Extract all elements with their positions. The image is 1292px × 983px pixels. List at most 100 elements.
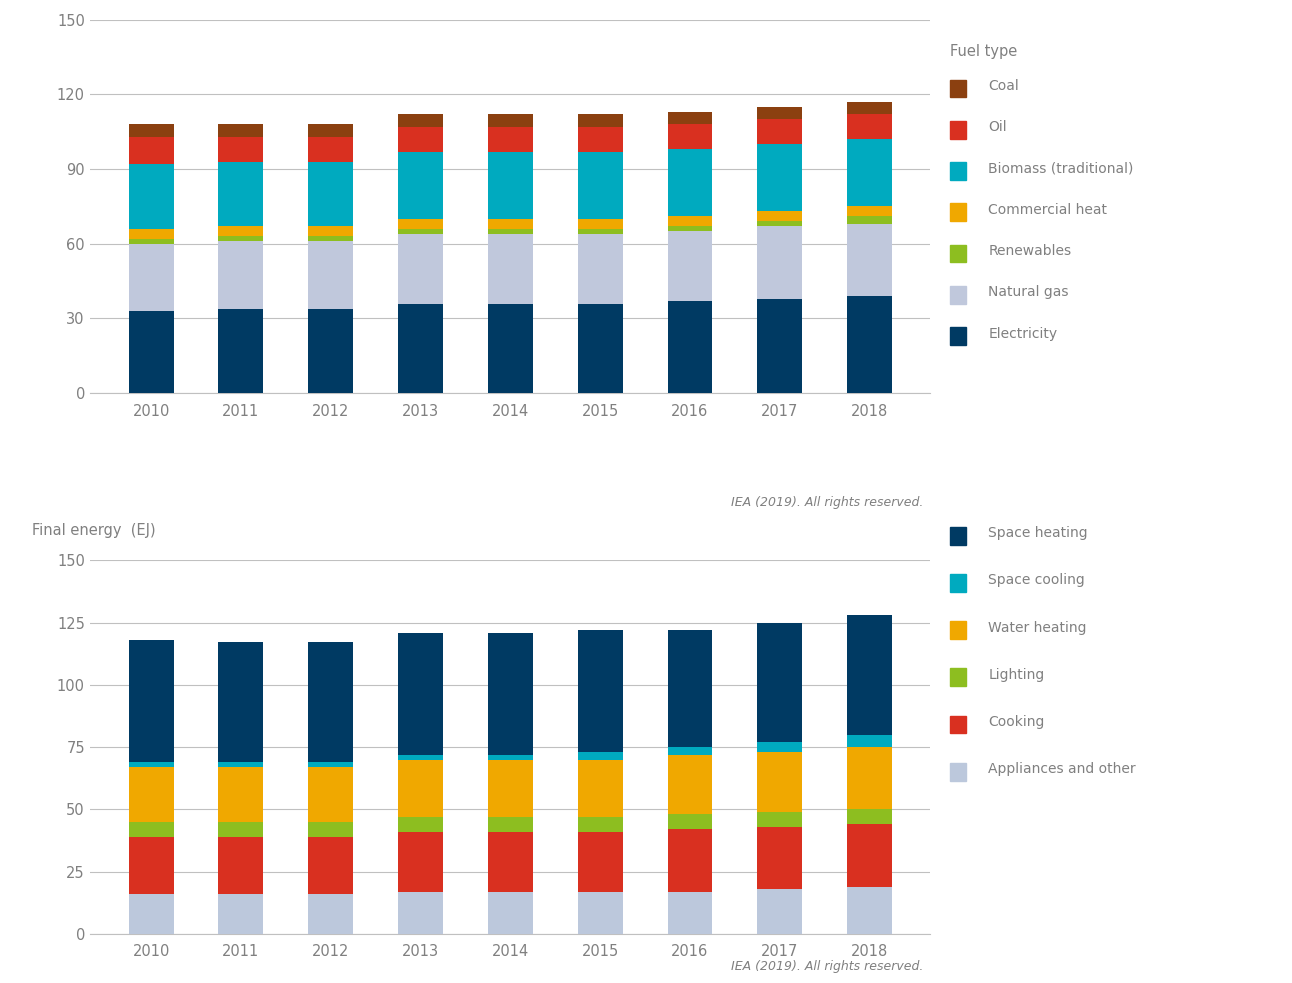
Bar	[848, 809, 891, 825]
Bar	[218, 226, 264, 236]
Bar	[488, 755, 532, 760]
Bar	[398, 755, 443, 760]
Bar	[488, 892, 532, 934]
Bar	[398, 304, 443, 393]
Bar	[578, 760, 623, 817]
Bar	[757, 211, 802, 221]
Bar	[309, 236, 353, 241]
Bar	[129, 762, 173, 767]
Text: Commercial heat: Commercial heat	[988, 202, 1107, 217]
Bar	[129, 229, 173, 239]
Bar	[129, 822, 173, 837]
Text: Space heating: Space heating	[988, 526, 1088, 541]
Bar	[848, 887, 891, 934]
Bar	[668, 124, 712, 149]
Bar	[218, 241, 264, 309]
Bar	[578, 127, 623, 151]
Bar	[309, 643, 353, 762]
Bar	[757, 221, 802, 226]
Bar	[488, 127, 532, 151]
Bar	[668, 747, 712, 755]
Bar	[398, 832, 443, 892]
Bar	[757, 299, 802, 393]
Bar	[218, 643, 264, 762]
Bar	[129, 767, 173, 822]
Bar	[578, 229, 623, 234]
Bar	[848, 216, 891, 224]
Bar	[578, 304, 623, 393]
Bar	[578, 151, 623, 219]
Bar	[309, 762, 353, 767]
Bar	[129, 837, 173, 894]
Text: Oil: Oil	[988, 120, 1006, 135]
Text: Biomass (traditional): Biomass (traditional)	[988, 161, 1134, 175]
Bar	[309, 161, 353, 226]
Bar	[309, 822, 353, 837]
Bar	[668, 231, 712, 301]
Bar	[398, 234, 443, 304]
Bar	[757, 145, 802, 211]
Bar	[129, 311, 173, 393]
Bar	[129, 640, 173, 762]
Bar	[398, 632, 443, 755]
Bar	[309, 837, 353, 894]
Bar	[578, 114, 623, 127]
Bar	[218, 309, 264, 393]
Bar	[848, 825, 891, 887]
Text: Fuel type: Fuel type	[950, 44, 1017, 59]
Text: Lighting: Lighting	[988, 667, 1045, 682]
Bar	[488, 832, 532, 892]
Bar	[757, 889, 802, 934]
Bar	[668, 630, 712, 747]
Bar	[398, 127, 443, 151]
Text: Electricity: Electricity	[988, 326, 1058, 341]
Bar	[757, 226, 802, 299]
Bar	[129, 244, 173, 311]
Text: Natural gas: Natural gas	[988, 285, 1068, 300]
Bar	[309, 309, 353, 393]
Text: Water heating: Water heating	[988, 620, 1087, 635]
Bar	[129, 164, 173, 229]
Bar	[218, 767, 264, 822]
Bar	[398, 114, 443, 127]
Bar	[578, 630, 623, 752]
Bar	[488, 219, 532, 229]
Bar	[757, 752, 802, 812]
Bar	[848, 114, 891, 140]
Bar	[848, 102, 891, 114]
Bar	[757, 827, 802, 889]
Bar	[578, 817, 623, 832]
Text: IEA (2019). All rights reserved.: IEA (2019). All rights reserved.	[731, 960, 924, 973]
Bar	[488, 114, 532, 127]
Bar	[578, 752, 623, 760]
Bar	[129, 239, 173, 244]
Bar	[488, 234, 532, 304]
Bar	[218, 236, 264, 241]
Bar	[129, 137, 173, 164]
Bar	[668, 301, 712, 393]
Bar	[309, 124, 353, 137]
Bar	[488, 304, 532, 393]
Bar	[668, 755, 712, 814]
Text: IEA (2019). All rights reserved.: IEA (2019). All rights reserved.	[731, 496, 924, 509]
Bar	[848, 615, 891, 734]
Bar	[488, 632, 532, 755]
Bar	[668, 814, 712, 830]
Bar	[668, 112, 712, 124]
Bar	[309, 241, 353, 309]
Bar	[129, 894, 173, 934]
Bar	[398, 817, 443, 832]
Text: Final energy  (EJ): Final energy (EJ)	[32, 523, 155, 538]
Bar	[848, 206, 891, 216]
Bar	[309, 137, 353, 161]
Bar	[218, 124, 264, 137]
Text: Cooking: Cooking	[988, 715, 1045, 729]
Bar	[218, 822, 264, 837]
Bar	[398, 151, 443, 219]
Bar	[398, 219, 443, 229]
Bar	[218, 161, 264, 226]
Bar	[757, 119, 802, 145]
Bar	[668, 216, 712, 226]
Bar	[757, 742, 802, 752]
Bar	[578, 892, 623, 934]
